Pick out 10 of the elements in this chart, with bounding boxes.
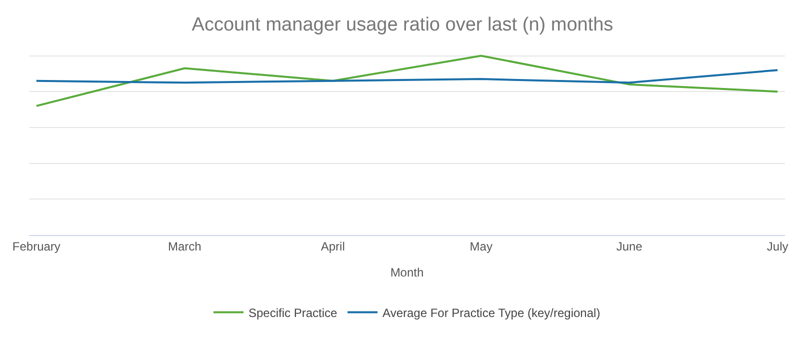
x-tick-label: May bbox=[470, 239, 492, 254]
x-axis-title: Month bbox=[390, 265, 424, 280]
x-tick-label: April bbox=[320, 239, 345, 254]
x-tick-label: June bbox=[616, 239, 643, 254]
x-tick-label: February bbox=[12, 239, 60, 254]
chart-title: Account manager usage ratio over last (n) months bbox=[192, 14, 614, 36]
x-tick-label: March bbox=[168, 239, 202, 254]
legend-label: Average For Practice Type (key/regional) bbox=[382, 306, 600, 320]
legend-label: Specific Practice bbox=[248, 306, 338, 320]
x-tick-label: July bbox=[766, 239, 788, 254]
